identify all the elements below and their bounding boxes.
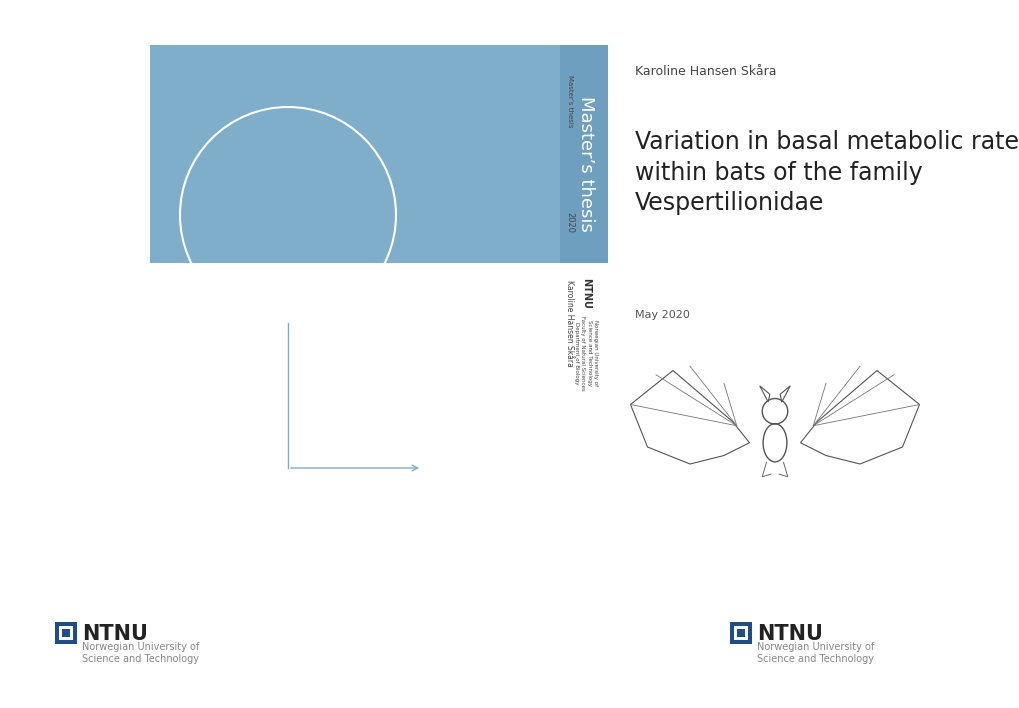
Bar xyxy=(730,622,751,644)
Text: Norwegian University of
Science and Technology
Faculty of Natural Sciences
Depar: Norwegian University of Science and Tech… xyxy=(574,316,597,390)
Text: Karoline Hansen Skåra: Karoline Hansen Skåra xyxy=(565,280,574,367)
Bar xyxy=(734,626,747,640)
Text: NTNU: NTNU xyxy=(82,624,148,644)
Text: 2020: 2020 xyxy=(565,212,574,234)
Text: NTNU: NTNU xyxy=(581,278,590,309)
Text: May 2020: May 2020 xyxy=(635,310,689,320)
Text: Variation in basal metabolic rate
within bats of the family
Vespertilionidae: Variation in basal metabolic rate within… xyxy=(635,130,1018,215)
Text: Karoline Hansen Skåra: Karoline Hansen Skåra xyxy=(635,65,775,78)
Bar xyxy=(150,45,607,263)
Text: Master’s thesis: Master’s thesis xyxy=(567,75,573,127)
Text: Norwegian University of
Science and Technology: Norwegian University of Science and Tech… xyxy=(756,642,873,664)
Bar xyxy=(59,626,73,640)
Bar xyxy=(55,622,76,644)
Bar xyxy=(737,629,744,637)
Text: Norwegian University of
Science and Technology: Norwegian University of Science and Tech… xyxy=(82,642,199,664)
Bar xyxy=(559,45,607,263)
Bar xyxy=(62,629,70,637)
Text: Master’s thesis: Master’s thesis xyxy=(577,96,594,232)
Text: NTNU: NTNU xyxy=(756,624,822,644)
